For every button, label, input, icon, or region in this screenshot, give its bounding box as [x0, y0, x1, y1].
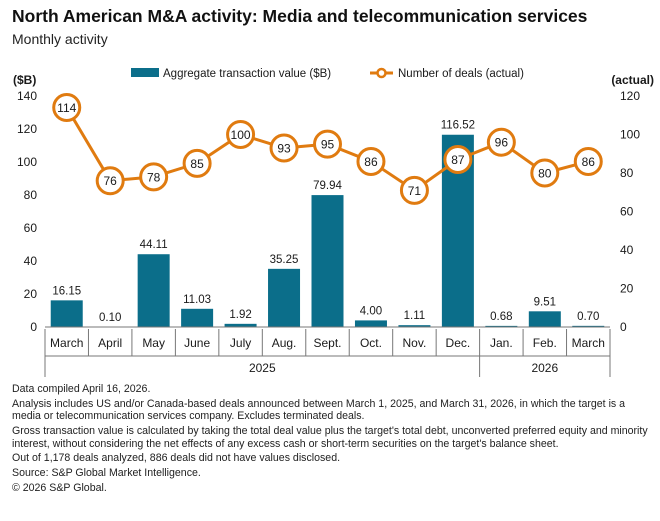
bar-value-label: 35.25 [270, 254, 299, 266]
bar [485, 325, 518, 327]
deals-marker [399, 175, 429, 205]
deals-marker [269, 133, 299, 163]
year-group-label: 2025 [249, 361, 276, 375]
combo-chart: Aggregate transaction value ($B) Number o… [13, 67, 654, 377]
deals-marker [52, 93, 82, 123]
legend-line-marker [376, 67, 387, 79]
bar-value-label: 4.00 [360, 305, 382, 317]
bar [528, 311, 561, 327]
bar-value-label: 9.51 [534, 296, 556, 308]
month-label: June [184, 336, 210, 350]
deals-value-label: 93 [277, 141, 291, 155]
left-axis-tick: 60 [24, 221, 38, 235]
left-axis-tick: 100 [17, 155, 37, 169]
bar-value-label: 0.10 [99, 312, 121, 324]
deals-value-label: 80 [538, 167, 552, 181]
right-axis-tick: 60 [620, 205, 634, 219]
deals-marker [182, 148, 212, 178]
bar [311, 195, 344, 327]
right-axis-tick: 0 [620, 320, 627, 334]
month-label: May [142, 336, 165, 350]
bar [224, 323, 257, 327]
bar-value-label: 116.52 [441, 120, 475, 132]
bar [268, 268, 301, 327]
deals-value-label: 86 [364, 155, 378, 169]
deals-value-label: 87 [451, 153, 465, 167]
right-axis-tick: 100 [620, 128, 640, 142]
deals-value-label: 100 [231, 128, 251, 142]
right-axis-tick: 80 [620, 166, 634, 180]
right-axis-title: (actual) [611, 73, 654, 87]
deals-marker [486, 127, 516, 157]
bar [354, 320, 387, 327]
month-label: March [572, 336, 605, 350]
right-axis-tick: 40 [620, 243, 634, 257]
deals-marker [139, 162, 169, 192]
deals-value-label: 95 [321, 138, 335, 152]
bar-value-label: 0.70 [577, 311, 599, 323]
deals-value-label: 85 [190, 157, 204, 171]
right-axis-tick: 20 [620, 282, 634, 296]
left-axis-title: ($B) [13, 73, 36, 87]
month-label: Jan. [490, 336, 513, 350]
bar [50, 300, 83, 327]
note-gross-value: Gross transaction value is calculated by… [12, 424, 648, 450]
bar-value-label: 11.03 [183, 294, 211, 306]
bar-value-label: 1.11 [404, 310, 426, 322]
note-deals-analyzed: Out of 1,178 deals analyzed, 886 deals d… [12, 452, 341, 465]
bar-value-label: 16.15 [52, 285, 81, 297]
deals-value-label: 71 [408, 184, 422, 198]
bar [398, 325, 431, 327]
deals-marker [573, 146, 603, 176]
bar [181, 308, 214, 327]
footnotes: Data compiled April 16, 2026. Analysis i… [12, 383, 648, 496]
month-label: April [98, 336, 122, 350]
note-data-compiled: Data compiled April 16, 2026. [12, 383, 151, 395]
month-label: Nov. [403, 336, 427, 350]
legend-line-label: Number of deals (actual) [398, 68, 524, 80]
bar [137, 254, 170, 327]
deals-value-label: 86 [582, 155, 596, 169]
month-label: July [230, 336, 251, 350]
deals-marker [95, 166, 125, 196]
month-label: Dec. [446, 336, 471, 350]
legend-bar-label: Aggregate transaction value ($B) [163, 68, 331, 80]
bar-value-label: 79.94 [313, 180, 342, 192]
note-source: Source: S&P Global Market Intelligence. [12, 466, 201, 479]
month-label: Feb. [533, 336, 557, 350]
year-group-label: 2026 [531, 361, 558, 375]
left-axis-tick: 40 [24, 254, 38, 268]
deals-value-label: 78 [147, 170, 161, 184]
deals-marker [356, 146, 386, 176]
deals-value-label: 114 [57, 101, 76, 115]
month-label: Sept. [313, 336, 341, 350]
left-axis-tick: 120 [17, 122, 37, 136]
bar-value-label: 0.68 [490, 311, 512, 323]
chart-title: North American M&A activity: Media and t… [12, 6, 588, 26]
left-axis-tick: 0 [30, 320, 37, 334]
note-copyright: © 2026 S&P Global. [12, 481, 107, 494]
deals-marker [443, 145, 473, 175]
bar [572, 325, 605, 327]
right-axis-tick: 120 [620, 89, 640, 103]
deals-marker [313, 129, 342, 159]
deals-marker [226, 120, 256, 149]
bar-value-label: 44.11 [140, 239, 168, 251]
deals-value-label: 76 [104, 174, 118, 188]
deals-value-label: 96 [495, 136, 509, 150]
legend-bar-swatch [131, 68, 159, 77]
left-axis-tick: 20 [24, 287, 38, 301]
month-label: March [50, 336, 83, 350]
bar-value-label: 1.92 [229, 309, 251, 321]
chart-subtitle: Monthly activity [12, 31, 108, 47]
note-analysis-scope: Analysis includes US and/or Canada-based… [12, 397, 626, 423]
left-axis-tick: 140 [17, 89, 37, 103]
deals-marker [530, 158, 560, 188]
left-axis-tick: 80 [24, 188, 38, 202]
month-label: Aug. [272, 336, 297, 350]
month-label: Oct. [360, 336, 382, 350]
